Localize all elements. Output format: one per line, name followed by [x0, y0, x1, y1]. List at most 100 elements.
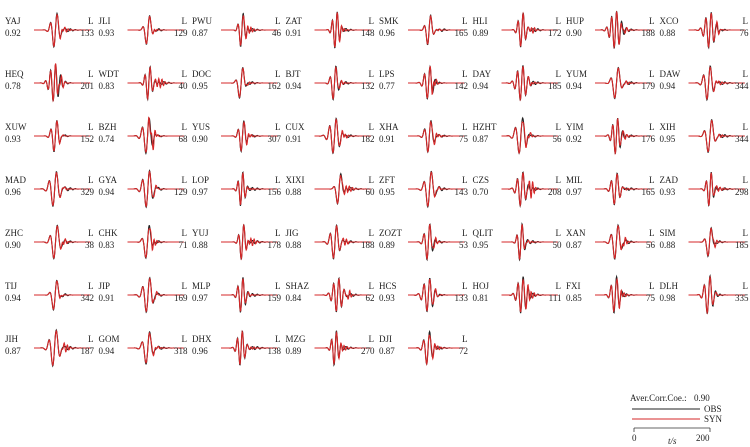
station-panel: LPS 0.77 L 142 — [379, 64, 469, 100]
epicentral-distance: 179 — [642, 81, 656, 91]
component-label: L — [369, 69, 375, 79]
station-code: DLH — [660, 281, 679, 291]
station-panel: ZOZT 0.89 L 53 — [379, 223, 469, 262]
epicentral-distance: 143 — [455, 187, 469, 197]
component-label: L — [275, 228, 281, 238]
station-code: XCO — [660, 16, 680, 26]
component-label: L — [556, 175, 562, 185]
syn-waveform — [221, 223, 278, 261]
syn-waveform — [688, 119, 745, 152]
station-panel: HCS 0.93 L 133 — [379, 277, 469, 313]
station-code: HCS — [379, 281, 397, 291]
station-panel: JLI 0.93 L 129 — [99, 15, 188, 45]
time-scale-end: 200 — [696, 433, 710, 443]
station-panel: DLH 0.98 L 335 — [660, 274, 749, 315]
correlation-coefficient: 0.81 — [473, 293, 489, 303]
syn-waveform — [34, 119, 91, 152]
correlation-coefficient: 0.89 — [473, 28, 489, 38]
epicentral-distance: 208 — [548, 187, 562, 197]
station-code: JLI — [99, 16, 111, 26]
component-label: L — [743, 16, 749, 26]
correlation-coefficient: 0.93 — [379, 293, 395, 303]
syn-waveform — [221, 14, 278, 47]
syn-waveform — [221, 172, 278, 205]
component-label: L — [88, 334, 94, 344]
station-code: GYA — [99, 175, 118, 185]
syn-waveform — [688, 227, 745, 257]
syn-waveform — [501, 224, 558, 261]
station-code: ZAT — [286, 16, 303, 26]
station-panel: GYA 0.94 L 129 — [99, 169, 188, 209]
correlation-coefficient: 0.88 — [192, 240, 208, 250]
correlation-coefficient: 0.95 — [660, 134, 676, 144]
station-panel: CUX 0.91 L 182 — [286, 117, 375, 155]
correlation-coefficient: 0.83 — [99, 81, 115, 91]
epicentral-distance: 165 — [455, 28, 469, 38]
correlation-coefficient: 0.94 — [5, 293, 21, 303]
syn-waveform — [221, 329, 278, 365]
correlation-coefficient: 0.96 — [379, 28, 395, 38]
component-label: L — [88, 281, 94, 291]
station-panel: ZFT 0.95 L 143 — [379, 170, 469, 209]
epicentral-distance: 46 — [272, 28, 282, 38]
correlation-coefficient: 0.89 — [379, 240, 395, 250]
syn-waveform — [221, 67, 278, 99]
station-code: HUP — [566, 16, 584, 26]
component-label: L — [369, 175, 375, 185]
syn-waveform — [34, 63, 91, 103]
syn-waveform — [595, 224, 652, 260]
station-code: DAY — [473, 69, 492, 79]
correlation-coefficient: 0.93 — [660, 187, 676, 197]
station-code: XIH — [660, 122, 676, 132]
station-code: YIM — [566, 122, 584, 132]
correlation-coefficient: 0.89 — [286, 346, 302, 356]
syn-waveform — [408, 14, 465, 45]
component-label: L — [88, 228, 94, 238]
epicentral-distance: 142 — [455, 81, 469, 91]
epicentral-distance: 342 — [81, 293, 95, 303]
epicentral-distance: 56 — [646, 240, 656, 250]
component-label: L — [556, 228, 562, 238]
syn-legend-label: SYN — [704, 414, 723, 424]
station-panel: MIL 0.97 L 165 — [566, 172, 656, 206]
syn-waveform — [314, 174, 371, 205]
syn-waveform — [688, 13, 745, 49]
station-code: YUS — [192, 122, 210, 132]
epicentral-distance: 156 — [268, 187, 282, 197]
epicentral-distance: 318 — [174, 346, 188, 356]
station-code: BJT — [286, 69, 302, 79]
component-label: L — [369, 334, 375, 344]
correlation-coefficient: 0.77 — [379, 81, 395, 91]
station-panel: XAN 0.87 L 56 — [566, 223, 656, 261]
syn-waveform — [221, 278, 278, 312]
station-panel: CZS 0.70 L 208 — [473, 171, 562, 209]
syn-waveform — [314, 330, 371, 366]
syn-waveform — [501, 66, 558, 102]
station-panel: JIP 0.91 L 169 — [99, 276, 188, 314]
epicentral-distance: 165 — [642, 187, 656, 197]
syn-waveform — [34, 171, 91, 206]
station-panel: HUP 0.90 L 188 — [566, 10, 656, 50]
correlation-coefficient: 0.87 — [379, 346, 395, 356]
epicentral-distance: 129 — [174, 187, 188, 197]
epicentral-distance: 133 — [455, 293, 469, 303]
component-label: L — [88, 69, 94, 79]
syn-waveform — [34, 329, 91, 367]
station-code: MLP — [192, 281, 211, 291]
station-panel: XUW 0.93 L 152 — [5, 119, 94, 152]
station-panel: SHAZ 0.84 L 62 — [286, 276, 375, 313]
syn-waveform — [688, 172, 745, 207]
epicentral-distance: 329 — [81, 187, 95, 197]
station-panel: DOC 0.95 L 162 — [192, 67, 281, 100]
syn-waveform — [595, 173, 652, 205]
station-panel: XIH 0.95 L 344 — [660, 119, 749, 153]
component-label: L — [743, 281, 749, 291]
station-panels: YAJ 0.92 L 133 JLI 0.93 L 129 PWU 0.87 L 46 ZAT 0.91 L… — [5, 10, 749, 368]
epicentral-distance: 75 — [646, 293, 656, 303]
component-label: L — [556, 122, 562, 132]
component-label: L — [275, 175, 281, 185]
station-code: SIM — [660, 228, 676, 238]
syn-waveform — [688, 66, 745, 101]
epicentral-distance: 111 — [549, 293, 562, 303]
